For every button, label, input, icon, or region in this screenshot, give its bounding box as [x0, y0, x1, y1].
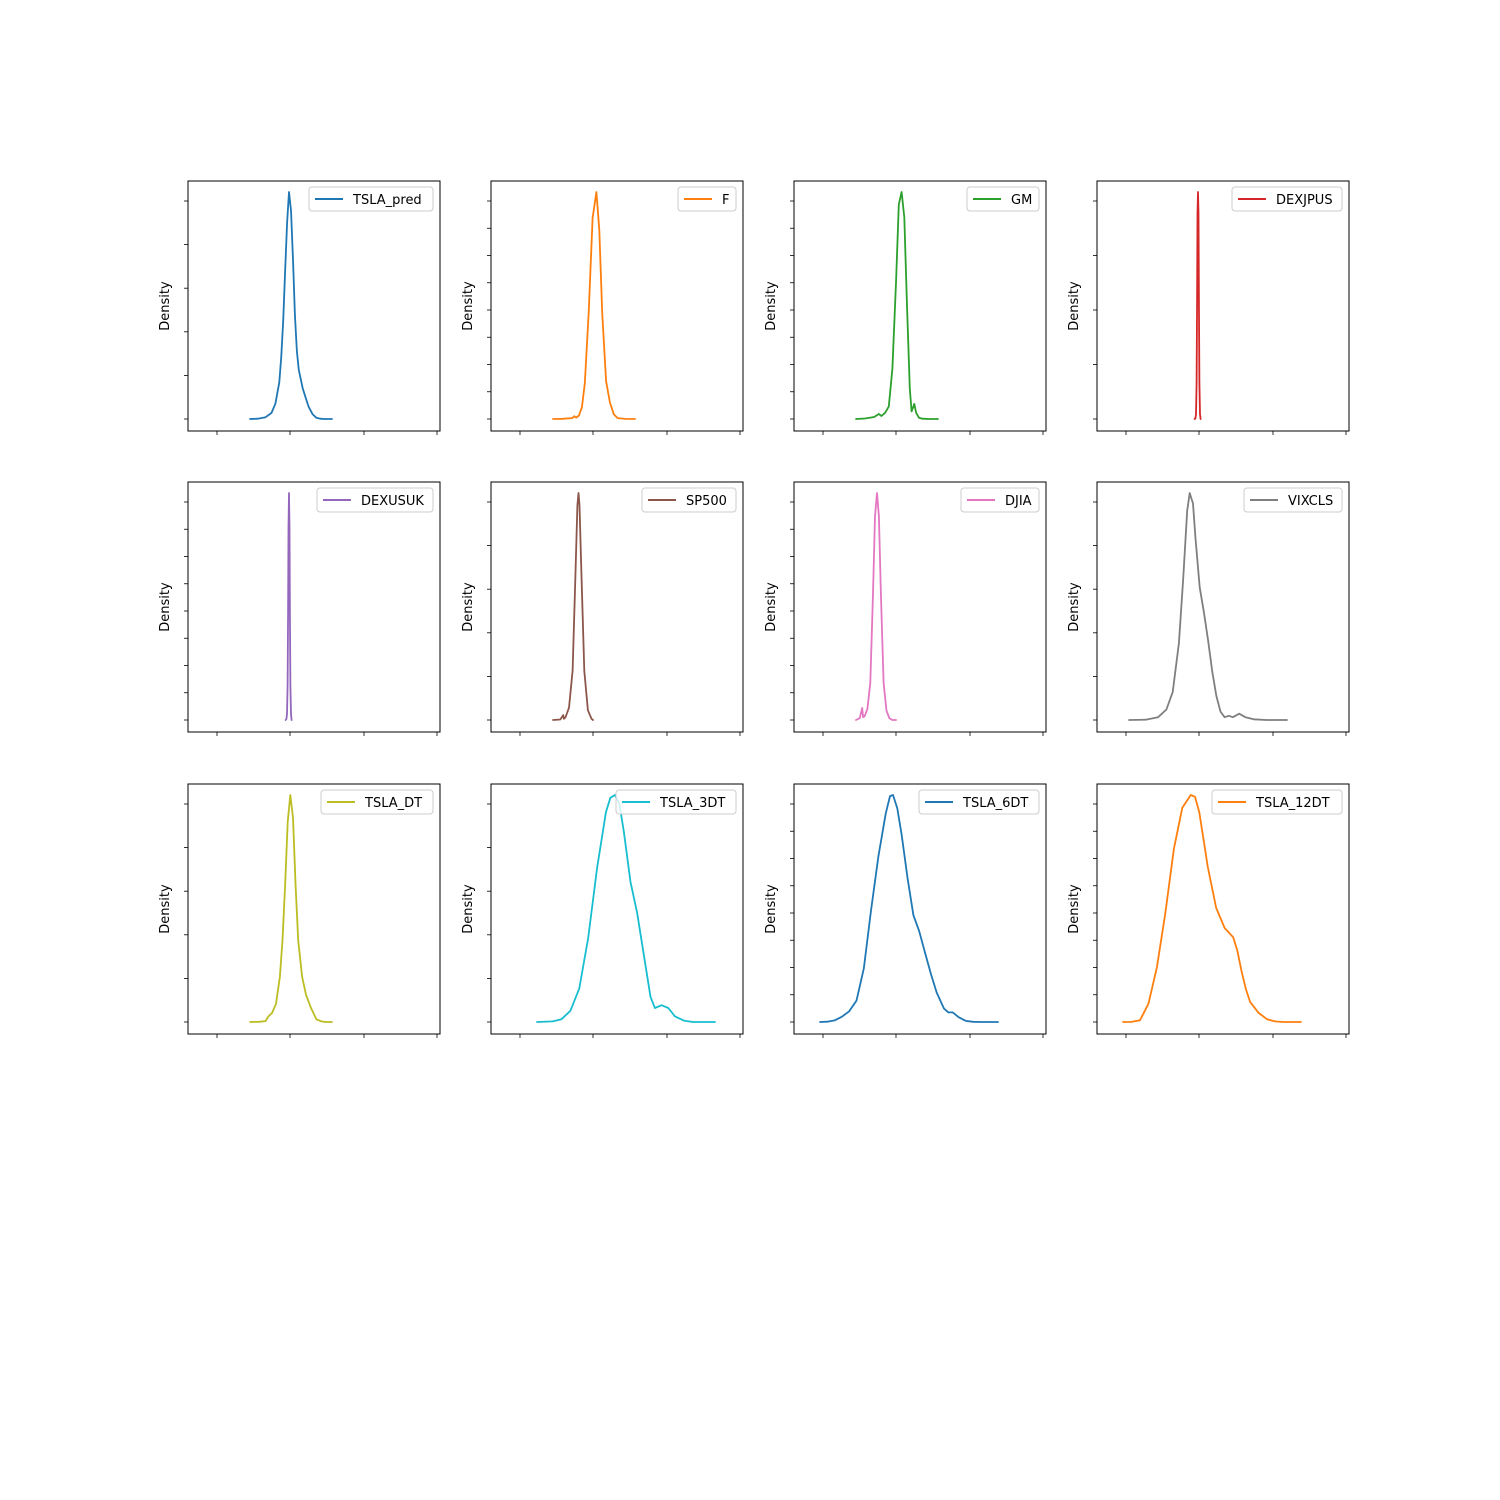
density-curve-f	[552, 191, 636, 420]
panel-frame	[793, 481, 1047, 733]
legend-box	[1231, 186, 1343, 212]
legend-label-tsla-dt: TSLA_DT	[364, 796, 422, 811]
panel-sp500: Density SP500	[461, 481, 744, 736]
density-curve-tsla-12dt	[1122, 794, 1302, 1023]
panel-dexjpus: Density DEXJPUS	[1067, 180, 1350, 435]
legend-box	[615, 789, 737, 815]
legend-label-vixcls: VIXCLS	[1288, 494, 1333, 509]
y-axis-label: Density	[764, 884, 779, 934]
legend-box	[918, 789, 1040, 815]
legend: VIXCLS	[1243, 487, 1343, 513]
density-curve-dexusuk	[284, 492, 293, 721]
density-curve-tsla-3dt	[536, 794, 716, 1023]
panel-f: Density F	[461, 180, 744, 435]
panel-frame	[187, 783, 441, 1035]
panel-djia: Density DJIA	[764, 481, 1047, 736]
panel-frame	[1096, 481, 1350, 733]
panel-vixcls: Density VIXCLS	[1067, 481, 1350, 736]
y-axis-label: Density	[1067, 884, 1082, 934]
panel-frame	[490, 783, 744, 1035]
panel-gm: Density GM	[764, 180, 1047, 435]
legend: TSLA_3DT	[615, 789, 737, 815]
panel-frame	[490, 180, 744, 432]
y-axis-label: Density	[764, 281, 779, 331]
panel-tsla-12dt: Density TSLA_12DT	[1067, 783, 1350, 1038]
legend-box	[316, 487, 434, 513]
legend-label-tsla-pred: TSLA_pred	[352, 193, 422, 208]
legend: DEXUSUK	[316, 487, 434, 513]
legend-box	[1211, 789, 1343, 815]
y-axis-label: Density	[1067, 281, 1082, 331]
density-curve-dexjpus	[1193, 191, 1202, 420]
legend-label-djia: DJIA	[1005, 494, 1032, 509]
legend-box	[1243, 487, 1343, 513]
legend-label-tsla-6dt: TSLA_6DT	[962, 796, 1028, 811]
legend: F	[677, 186, 737, 212]
legend-box	[960, 487, 1040, 513]
legend: SP500	[641, 487, 737, 513]
panel-frame	[793, 180, 1047, 432]
panel-frame	[793, 783, 1047, 1035]
panel-frame	[490, 481, 744, 733]
panel-dexusuk: Density DEXUSUK	[158, 481, 441, 736]
legend: TSLA_DT	[320, 789, 434, 815]
panel-frame	[1096, 180, 1350, 432]
legend: DEXJPUS	[1231, 186, 1343, 212]
y-axis-label: Density	[764, 582, 779, 632]
legend-box	[320, 789, 434, 815]
panel-frame	[187, 481, 441, 733]
density-curve-tsla-6dt	[819, 794, 999, 1023]
legend: TSLA_12DT	[1211, 789, 1343, 815]
density-curve-tsla-dt	[249, 794, 333, 1023]
panel-frame	[1096, 783, 1350, 1035]
legend: TSLA_6DT	[918, 789, 1040, 815]
legend-box	[641, 487, 737, 513]
density-curve-vixcls	[1128, 492, 1288, 721]
legend-label-sp500: SP500	[686, 494, 727, 509]
panel-tsla-dt: Density TSLA_DT	[158, 783, 441, 1038]
y-axis-label: Density	[158, 582, 173, 632]
legend: TSLA_pred	[308, 186, 434, 212]
legend-label-dexusuk: DEXUSUK	[361, 494, 424, 509]
y-axis-label: Density	[461, 884, 476, 934]
legend-box	[966, 186, 1040, 212]
legend-label-gm: GM	[1011, 193, 1032, 208]
y-axis-label: Density	[1067, 582, 1082, 632]
legend-box	[308, 186, 434, 212]
density-curve-tsla-pred	[249, 191, 333, 420]
density-curve-djia	[855, 492, 897, 721]
legend-label-tsla-3dt: TSLA_3DT	[659, 796, 725, 811]
legend-label-tsla-12dt: TSLA_12DT	[1255, 796, 1330, 811]
legend: DJIA	[960, 487, 1040, 513]
y-axis-label: Density	[461, 582, 476, 632]
density-curve-sp500	[552, 492, 594, 721]
y-axis-label: Density	[461, 281, 476, 331]
density-curve-gm	[855, 191, 939, 420]
y-axis-label: Density	[158, 884, 173, 934]
panel-tsla-3dt: Density TSLA_3DT	[461, 783, 744, 1038]
legend: GM	[966, 186, 1040, 212]
panel-tsla-pred: Density TSLA_pred	[158, 180, 441, 435]
y-axis-label: Density	[158, 281, 173, 331]
legend-label-dexjpus: DEXJPUS	[1276, 193, 1333, 208]
legend-label-f: F	[722, 193, 729, 208]
panel-tsla-6dt: Density TSLA_6DT	[764, 783, 1047, 1038]
panel-frame	[187, 180, 441, 432]
